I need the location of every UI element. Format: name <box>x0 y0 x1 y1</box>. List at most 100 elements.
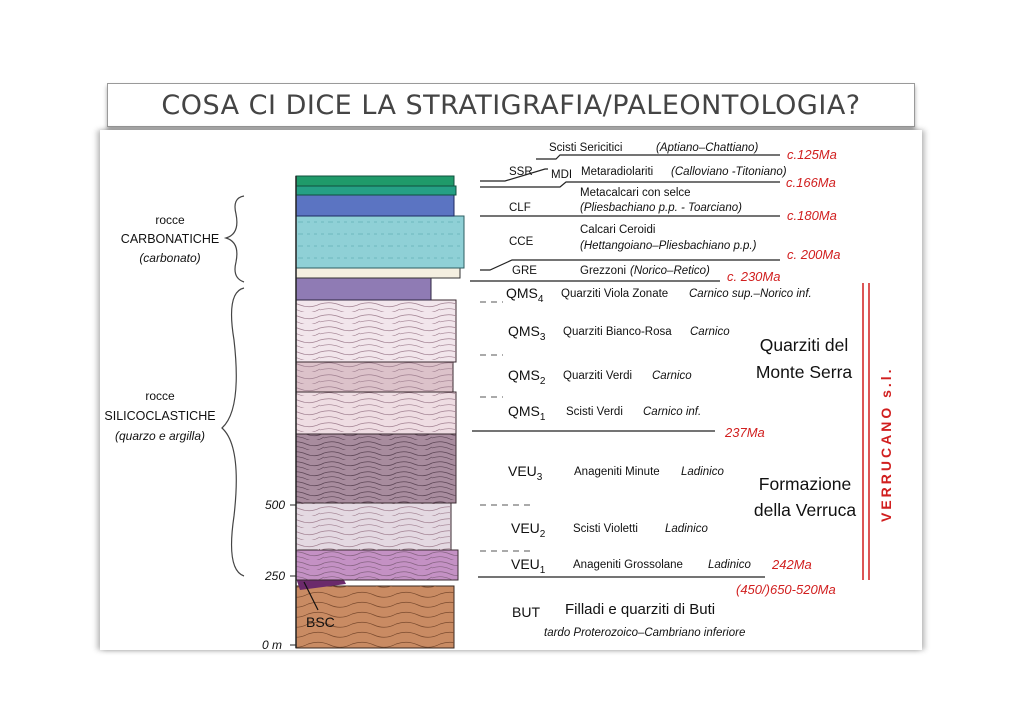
siliciclastic-line2: SILICOCLASTICHE <box>104 409 215 423</box>
qms3-age: Carnico <box>690 326 730 338</box>
verrucano-label: VERRUCANO s.l. <box>878 366 894 522</box>
unit-veu3: VEU3 Anageniti Minute Ladinico <box>508 463 724 483</box>
carbonate-brace <box>223 195 245 283</box>
age-125: c.125Ma <box>787 147 837 162</box>
monte-serra-line1: Quarziti del <box>760 335 849 355</box>
layer-veu1-texture <box>296 550 458 580</box>
qms1-age: Carnico inf. <box>643 406 701 418</box>
qms1-name: Scisti Verdi <box>566 406 623 418</box>
qms2-name: Quarziti Verdi <box>563 370 632 382</box>
qms3-name: Quarziti Bianco-Rosa <box>563 326 672 338</box>
layer-veu3-texture <box>296 434 456 503</box>
gre-age: (Norico–Retico) <box>630 265 710 277</box>
but-age: tardo Proterozoico–Cambriano inferiore <box>544 627 745 639</box>
age-230: c. 230Ma <box>727 269 780 284</box>
carbonate-line2: CARBONATICHE <box>121 232 219 246</box>
age-166: c.166Ma <box>786 175 836 190</box>
unit-ssr: SSR Scisti Sericitici (Aptiano–Chattiano… <box>509 142 758 178</box>
mdi-code: MDI <box>551 169 572 181</box>
cce-code: CCE <box>509 236 534 248</box>
siliciclastic-group: rocce SILICOCLASTICHE (quarzo e argilla) <box>104 287 245 577</box>
qms3-code: QMS <box>508 323 540 339</box>
carbonate-group: rocce CARBONATICHE (carbonato) <box>121 195 245 283</box>
veu2-code: VEU <box>511 520 540 536</box>
unit-clf: CLF Metacalcari con selce (Pliesbachiano… <box>509 187 742 214</box>
scale-label-0: 0 m <box>262 638 282 650</box>
title-box: COSA CI DICE LA STRATIGRAFIA/PALEONTOLOG… <box>107 83 915 127</box>
verruca-line2: della Verruca <box>754 500 856 520</box>
gre-name: Grezzoni <box>580 265 626 277</box>
verruca-line1: Formazione <box>759 474 851 494</box>
ssr-name: Scisti Sericitici <box>549 142 622 154</box>
qms2-sub: 2 <box>540 376 546 387</box>
qms4-code: QMS <box>506 285 538 301</box>
veu1-sub: 1 <box>540 565 546 576</box>
column-layers <box>295 175 465 649</box>
unit-qms3: QMS3 Quarziti Bianco-Rosa Carnico <box>508 323 730 343</box>
veu2-name: Scisti Violetti <box>573 523 638 535</box>
veu1-age: Ladinico <box>708 559 751 571</box>
siliciclastic-line1: rocce <box>145 389 175 403</box>
layer-qms1-texture <box>296 392 456 434</box>
clf-code: CLF <box>509 202 531 214</box>
svg-text:QMS3: QMS3 <box>508 323 546 343</box>
veu1-name: Anageniti Grossolane <box>573 559 683 571</box>
scale-label-500: 500 <box>265 498 285 512</box>
layer-qms4 <box>295 277 432 301</box>
diagram-panel: 500 250 0 m BSC rocce CARBONATICHE (carb… <box>100 130 922 650</box>
layer-veu2-texture <box>296 503 451 550</box>
layer-cce-texture <box>296 216 464 268</box>
qms4-name: Quarziti Viola Zonate <box>561 288 668 300</box>
age-242: 242Ma <box>771 557 812 572</box>
but-code: BUT <box>512 604 540 620</box>
siliciclastic-line3: (quarzo e argilla) <box>115 429 205 443</box>
verrucano-bracket: VERRUCANO s.l. <box>862 283 894 580</box>
scale-label-250: 250 <box>264 569 285 583</box>
clf-age: (Pliesbachiano p.p. - Toarciano) <box>580 202 742 214</box>
svg-text:QMS4: QMS4 <box>506 285 544 305</box>
unit-veu1: VEU1 Anageniti Grossolane Ladinico <box>511 556 751 576</box>
carbonate-line1: rocce <box>155 213 185 227</box>
boundary-lines <box>470 154 780 578</box>
qms4-sub: 4 <box>538 294 544 305</box>
bsc-pointer <box>303 581 319 611</box>
layer-but-texture <box>296 586 454 648</box>
age-labels: c.125Ma c.166Ma c.180Ma c. 200Ma c. 230M… <box>724 147 840 597</box>
veu3-sub: 3 <box>537 472 543 483</box>
qms2-code: QMS <box>508 367 540 383</box>
unit-mdi: MDI Metaradiolariti (Calloviano -Titonia… <box>551 166 787 181</box>
veu2-sub: 2 <box>540 529 546 540</box>
qms3-sub: 3 <box>540 332 546 343</box>
depth-scale: 500 250 0 m <box>262 498 296 650</box>
age-237: 237Ma <box>724 425 765 440</box>
gre-code: GRE <box>512 265 537 277</box>
veu3-age: Ladinico <box>681 466 724 478</box>
layer-mdi <box>295 185 457 196</box>
svg-text:QMS1: QMS1 <box>508 403 546 423</box>
age-180: c.180Ma <box>787 208 837 223</box>
unit-qms4: QMS4 Quarziti Viola Zonate Carnico sup.–… <box>506 285 812 305</box>
svg-text:QMS2: QMS2 <box>508 367 546 387</box>
formation-labels: Quarziti del Monte Serra Formazione dell… <box>754 335 856 520</box>
qms2-age: Carnico <box>652 370 692 382</box>
layer-qms3-texture <box>296 300 456 362</box>
veu3-name: Anageniti Minute <box>574 466 660 478</box>
dashed-boundaries <box>480 301 530 552</box>
but-name: Filladi e quarziti di Buti <box>565 601 715 618</box>
svg-text:VEU3: VEU3 <box>508 463 543 483</box>
ssr-code: SSR <box>509 166 533 178</box>
veu1-code: VEU <box>511 556 540 572</box>
qms1-code: QMS <box>508 403 540 419</box>
age-but: (450/)650-520Ma <box>736 582 836 597</box>
stratigraphic-column-diagram: 500 250 0 m BSC rocce CARBONATICHE (carb… <box>104 142 894 650</box>
qms1-sub: 1 <box>540 412 546 423</box>
age-200: c. 200Ma <box>787 247 840 262</box>
unit-qms1: QMS1 Scisti Verdi Carnico inf. <box>508 403 701 423</box>
layer-ssr <box>295 175 455 187</box>
clf-name: Metacalcari con selce <box>580 187 691 199</box>
bsc-label: BSC <box>306 614 335 630</box>
layer-qms2-texture <box>296 362 453 392</box>
ssr-age: (Aptiano–Chattiano) <box>656 142 758 154</box>
cce-age: (Hettangoiano–Pliesbachiano p.p.) <box>580 240 757 252</box>
unit-cce: CCE Calcari Ceroidi (Hettangoiano–Pliesb… <box>509 224 757 252</box>
